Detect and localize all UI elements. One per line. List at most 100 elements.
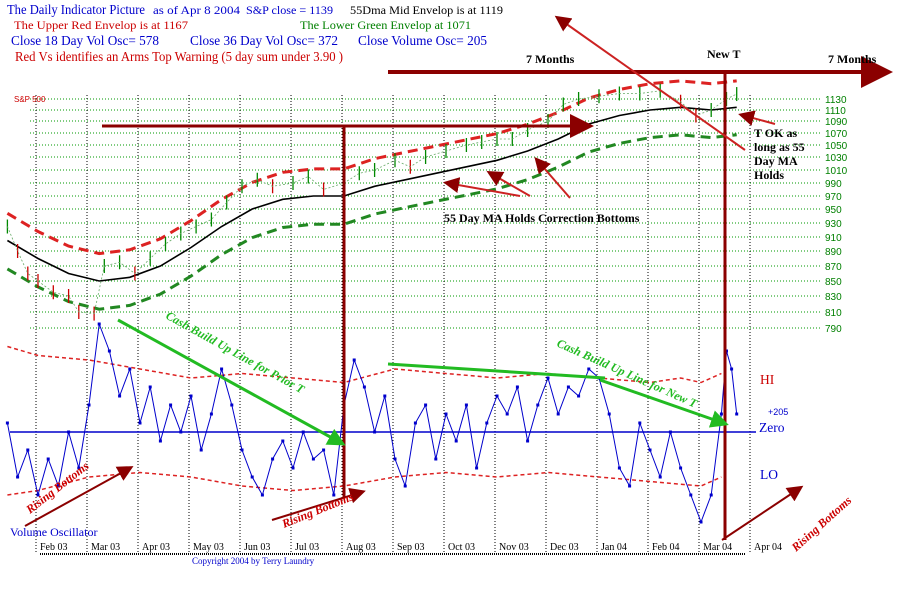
- t-ok-note: T OK as long as 55 Day MA Holds: [754, 126, 808, 182]
- volume-osc-point: [362, 385, 366, 389]
- ma-arrow-2: [486, 171, 531, 197]
- month-tick-label: Feb 04: [652, 542, 680, 553]
- copyright: Copyright 2004 by Terry Laundry: [192, 556, 315, 566]
- volume-osc-point: [332, 493, 336, 497]
- seven-months-left: 7 Months: [526, 52, 575, 66]
- vol-osc-36: Close 36 Day Vol Osc= 372: [190, 33, 338, 48]
- cash-line-new-2: [599, 378, 729, 428]
- volume-osc-point: [158, 439, 162, 443]
- sp500-line: [7, 90, 737, 315]
- volume-osc-point: [230, 403, 234, 407]
- volume-osc-point: [607, 412, 611, 416]
- volume-osc-point: [536, 403, 540, 407]
- month-tick-label: May 03: [193, 542, 224, 553]
- volume-osc-point: [434, 457, 438, 461]
- rising-arrow-1: [24, 466, 134, 527]
- vol-osc-close: Close Volume Osc= 205: [358, 33, 487, 48]
- volume-osc-point: [260, 493, 264, 497]
- price-tick-label: 870: [825, 262, 842, 273]
- rising-arrow-2: [271, 487, 366, 521]
- month-tick-label: Aug 03: [346, 542, 376, 553]
- osc-lo-band: [7, 471, 722, 496]
- cash-line-new-1: [387, 362, 606, 380]
- new-t-label: New T: [707, 47, 740, 61]
- volume-osc-point: [169, 403, 173, 407]
- volume-osc-point: [454, 439, 458, 443]
- price-tick-label: 850: [825, 277, 842, 288]
- volume-osc-point: [77, 466, 81, 470]
- volume-osc-point: [16, 475, 20, 479]
- price-tick-label: 930: [825, 219, 842, 230]
- volume-osc-point: [301, 430, 305, 434]
- sp500-label: S&P 500: [14, 95, 46, 104]
- volume-osc-point: [352, 358, 356, 362]
- price-tick-label: 1030: [825, 153, 848, 164]
- month-tick-label: Nov 03: [499, 542, 529, 553]
- volume-osc-point: [679, 466, 683, 470]
- as-of-date: as of Apr 8 2004: [153, 3, 240, 17]
- osc-hi-band: [7, 345, 722, 384]
- price-tick-label: 1070: [825, 129, 848, 140]
- price-tick-label: 810: [825, 308, 842, 319]
- upper-envelope: The Upper Red Envelop is at 1167: [14, 18, 188, 32]
- volume-osc-point: [709, 493, 713, 497]
- osc-value-label: +205: [768, 407, 788, 417]
- volume-osc-point: [444, 412, 448, 416]
- month-tick-label: Dec 03: [550, 542, 579, 553]
- rising-bottoms-2: Rising Bottoms: [279, 489, 356, 531]
- diagonal-arrow: [554, 15, 746, 151]
- volume-osc-point: [138, 421, 142, 425]
- volume-osc-point: [322, 448, 326, 452]
- volume-osc-point: [485, 421, 489, 425]
- month-tick-label: Jul 03: [295, 542, 319, 553]
- volume-osc-point: [689, 493, 693, 497]
- volume-osc-point: [668, 430, 672, 434]
- ma-holds-note: 55 Day MA Holds Correction Bottoms: [444, 211, 640, 225]
- volume-osc-point: [5, 421, 9, 425]
- volume-osc-point: [735, 412, 739, 416]
- volume-osc-point: [36, 493, 40, 497]
- volume-osc-point: [730, 367, 734, 371]
- month-tick-label: Feb 03: [40, 542, 68, 553]
- volume-osc-point: [638, 421, 642, 425]
- month-tick-label: Mar 04: [703, 542, 732, 553]
- volume-osc-point: [617, 466, 621, 470]
- chart-title: The Daily Indicator Picture: [7, 2, 145, 17]
- price-tick-label: 1050: [825, 141, 848, 152]
- price-tick-label: 990: [825, 179, 842, 190]
- volume-osc-point: [587, 367, 591, 371]
- month-axis: Feb 03 Mar 03 Apr 03 May 03 Jun 03 Jul 03 Aug …: [35, 95, 782, 555]
- arms-note: Red Vs identifies an Arms Top Warning (5…: [15, 49, 343, 64]
- price-tick-label: 1010: [825, 166, 848, 177]
- price-tick-label: 970: [825, 192, 842, 203]
- series-layer: [5, 79, 756, 524]
- month-tick-label: Mar 03: [91, 542, 120, 553]
- month-tick-label: Apr 04: [754, 542, 782, 553]
- price-tick-label: 1130: [825, 95, 847, 106]
- volume-osc-point: [403, 484, 407, 488]
- volume-osc-point: [128, 367, 132, 371]
- price-tick-label: 890: [825, 247, 842, 258]
- volume-osc-point: [87, 403, 91, 407]
- volume-osc-point: [67, 430, 71, 434]
- volume-osc-point: [577, 394, 581, 398]
- volume-osc-point: [189, 394, 193, 398]
- volume-osc-point: [291, 466, 295, 470]
- price-tick-label: 1090: [825, 117, 848, 128]
- month-tick-label: Apr 03: [142, 542, 170, 553]
- month-tick-label: Jun 03: [244, 542, 270, 553]
- volume-osc-point: [658, 475, 662, 479]
- volume-osc-point: [464, 403, 468, 407]
- lower-green-envelope: [6, 133, 737, 311]
- volume-osc-point: [719, 412, 723, 416]
- volume-oscillator-label: Volume Oscillator: [10, 525, 97, 539]
- volume-osc-point: [699, 520, 703, 524]
- sp-close: S&P close = 1139: [246, 3, 333, 17]
- volume-osc-point: [271, 457, 275, 461]
- rising-bottoms-3: Rising Bottoms: [788, 493, 855, 555]
- volume-osc-point: [56, 484, 60, 488]
- volume-osc-point: [107, 349, 111, 353]
- volume-osc-point: [413, 421, 417, 425]
